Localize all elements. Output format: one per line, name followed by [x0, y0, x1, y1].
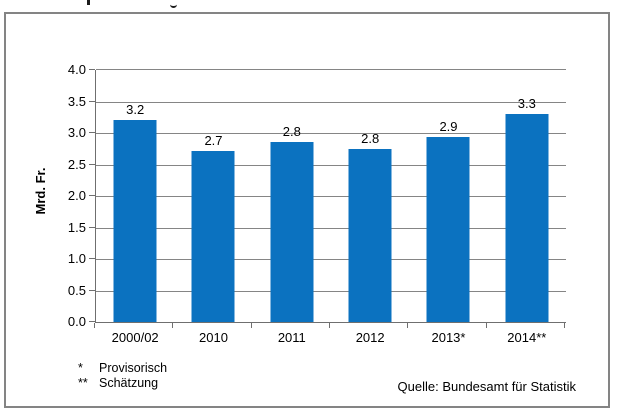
x-category-label: 2011	[277, 330, 306, 345]
bar-column: 2.8 2011	[253, 70, 331, 345]
y-tick-label: 3.5	[67, 93, 86, 109]
y-tick-label: 1.5	[67, 219, 86, 235]
bar-value-label: 2.9	[439, 119, 458, 135]
y-tick-mark	[89, 226, 95, 228]
gridline	[96, 259, 566, 260]
x-axis-ticks	[94, 323, 565, 328]
y-tick-mark	[89, 132, 95, 133]
bar	[191, 150, 235, 322]
cropped-title-remnant	[87, 0, 90, 5]
gridline	[96, 290, 566, 292]
y-tick-label: 1.0	[67, 251, 86, 266]
footnote-marker: **	[78, 376, 88, 390]
x-tick-mark	[250, 323, 252, 328]
x-tick-mark	[564, 323, 565, 328]
x-category-label: 2012	[355, 330, 385, 345]
cropped-title-remnant	[170, 1, 177, 8]
y-axis-ticks	[89, 69, 95, 322]
footnotes: * Provisorisch ** Schätzung	[78, 361, 167, 391]
y-tick-mark	[89, 163, 95, 165]
y-tick-mark	[89, 258, 95, 259]
footnote-row: * Provisorisch	[78, 361, 167, 376]
bar-column: 2.8 2012	[331, 70, 409, 345]
y-tick-mark	[89, 195, 95, 196]
footnote-text: Schätzung	[99, 376, 159, 390]
x-tick-mark	[329, 323, 330, 328]
bar	[426, 137, 470, 322]
y-tick-mark	[89, 69, 95, 70]
y-tick-label: 2.5	[67, 156, 86, 172]
y-tick-label: 0.0	[67, 314, 86, 329]
x-category-label: 2000/02	[111, 330, 159, 345]
gridline	[96, 227, 566, 229]
bar-value-label: 2.8	[361, 130, 380, 146]
plot-area: 3.2 2000/02 2.7 2010 2.8 2011 2.8 2012 2.9 2013* 3…	[95, 69, 566, 345]
y-tick-mark	[89, 289, 95, 291]
x-tick-mark	[407, 323, 409, 328]
bar-column: 3.2 2000/02	[96, 70, 174, 345]
footnote-text: Provisorisch	[99, 361, 168, 375]
x-category-label: 2014**	[507, 330, 547, 345]
y-tick-mark	[89, 100, 95, 102]
y-tick-label: 4.0	[67, 62, 86, 77]
bar-column: 3.3 2014**	[488, 70, 566, 345]
source-attribution: Quelle: Bundesamt für Statistik	[397, 379, 576, 394]
x-category-label: 2010	[199, 330, 228, 345]
gridline	[96, 101, 566, 103]
gridline	[96, 69, 566, 70]
bar-column: 2.9 2013*	[409, 70, 487, 345]
x-category-label: 2013*	[431, 330, 466, 345]
y-axis-labels: 4.0 3.5 3.0 2.5 2.0 1.5 1.0 0.5 0.0	[40, 63, 86, 329]
y-tick-label: 3.0	[67, 125, 86, 140]
gridline	[96, 133, 566, 134]
bar-value-label: 3.3	[517, 96, 536, 112]
y-tick-mark	[89, 321, 95, 322]
bar-columns: 3.2 2000/02 2.7 2010 2.8 2011 2.8 2012 2.9 2013* 3…	[96, 70, 566, 345]
x-tick-mark	[485, 323, 487, 328]
y-tick-label: 2.0	[67, 188, 86, 203]
bar-value-label: 2.8	[282, 124, 301, 140]
bar	[113, 120, 157, 322]
y-tick-label: 0.5	[67, 282, 86, 298]
bar	[270, 142, 314, 322]
bar	[505, 114, 549, 322]
footnote-row: ** Schätzung	[78, 376, 167, 391]
bar	[348, 148, 392, 322]
gridline	[96, 196, 566, 197]
bar-column: 2.7 2010	[174, 70, 252, 345]
x-tick-mark	[94, 323, 95, 328]
x-tick-mark	[172, 323, 174, 328]
bar-value-label: 2.7	[204, 132, 223, 148]
footnote-marker: *	[78, 361, 83, 375]
bar-value-label: 3.2	[126, 102, 145, 118]
gridline	[96, 164, 566, 166]
